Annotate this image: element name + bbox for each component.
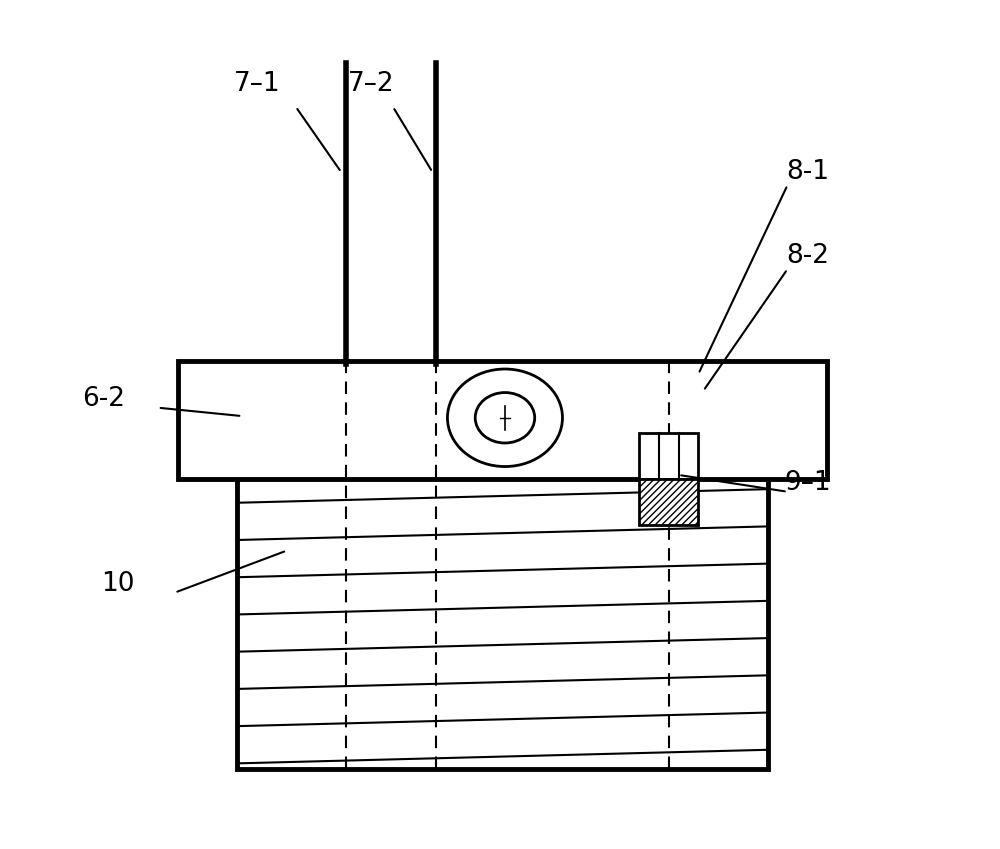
Bar <box>639 479 698 526</box>
Circle shape <box>447 369 562 467</box>
Bar <box>237 467 768 769</box>
Text: 8-1: 8-1 <box>786 160 829 185</box>
Text: 7–2: 7–2 <box>348 71 394 97</box>
Bar <box>178 362 827 479</box>
Text: 7–1: 7–1 <box>234 71 280 97</box>
Circle shape <box>475 392 535 443</box>
Bar <box>639 433 698 479</box>
Text: 8-2: 8-2 <box>786 244 829 269</box>
Text: 10: 10 <box>101 571 135 597</box>
Text: 6-2: 6-2 <box>82 386 125 413</box>
Text: 9–1: 9–1 <box>784 470 831 497</box>
